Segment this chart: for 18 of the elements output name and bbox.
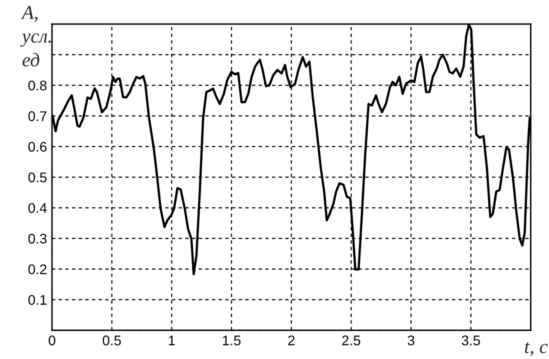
y-tick-label: 0.5 bbox=[28, 172, 47, 182]
x-axis-title: t, c bbox=[525, 342, 548, 356]
y-tick-label: 0.2 bbox=[28, 264, 46, 274]
y-tick-label: 0.7 bbox=[28, 111, 46, 122]
x-tick-label: 2.5 bbox=[342, 336, 360, 346]
y-tick-label: 0.6 bbox=[28, 142, 47, 152]
x-tick-label: 1 bbox=[168, 336, 175, 346]
x-tick-label: 0.5 bbox=[102, 336, 121, 346]
y-tick-label: 0.8 bbox=[28, 80, 47, 90]
y-axis-title: A, усл. ед bbox=[20, 6, 51, 67]
y-tick-label: 0.4 bbox=[28, 203, 47, 213]
x-tick-label: 2 bbox=[288, 336, 295, 346]
x-tick-label: 0 bbox=[48, 336, 56, 346]
x-tick-label: 1.5 bbox=[222, 336, 241, 346]
y-tick-label: 0.3 bbox=[28, 234, 47, 244]
x-tick-label: 3.5 bbox=[462, 336, 480, 346]
x-tick-label: 3 bbox=[408, 336, 414, 346]
y-tick-label: 0.1 bbox=[28, 294, 46, 305]
